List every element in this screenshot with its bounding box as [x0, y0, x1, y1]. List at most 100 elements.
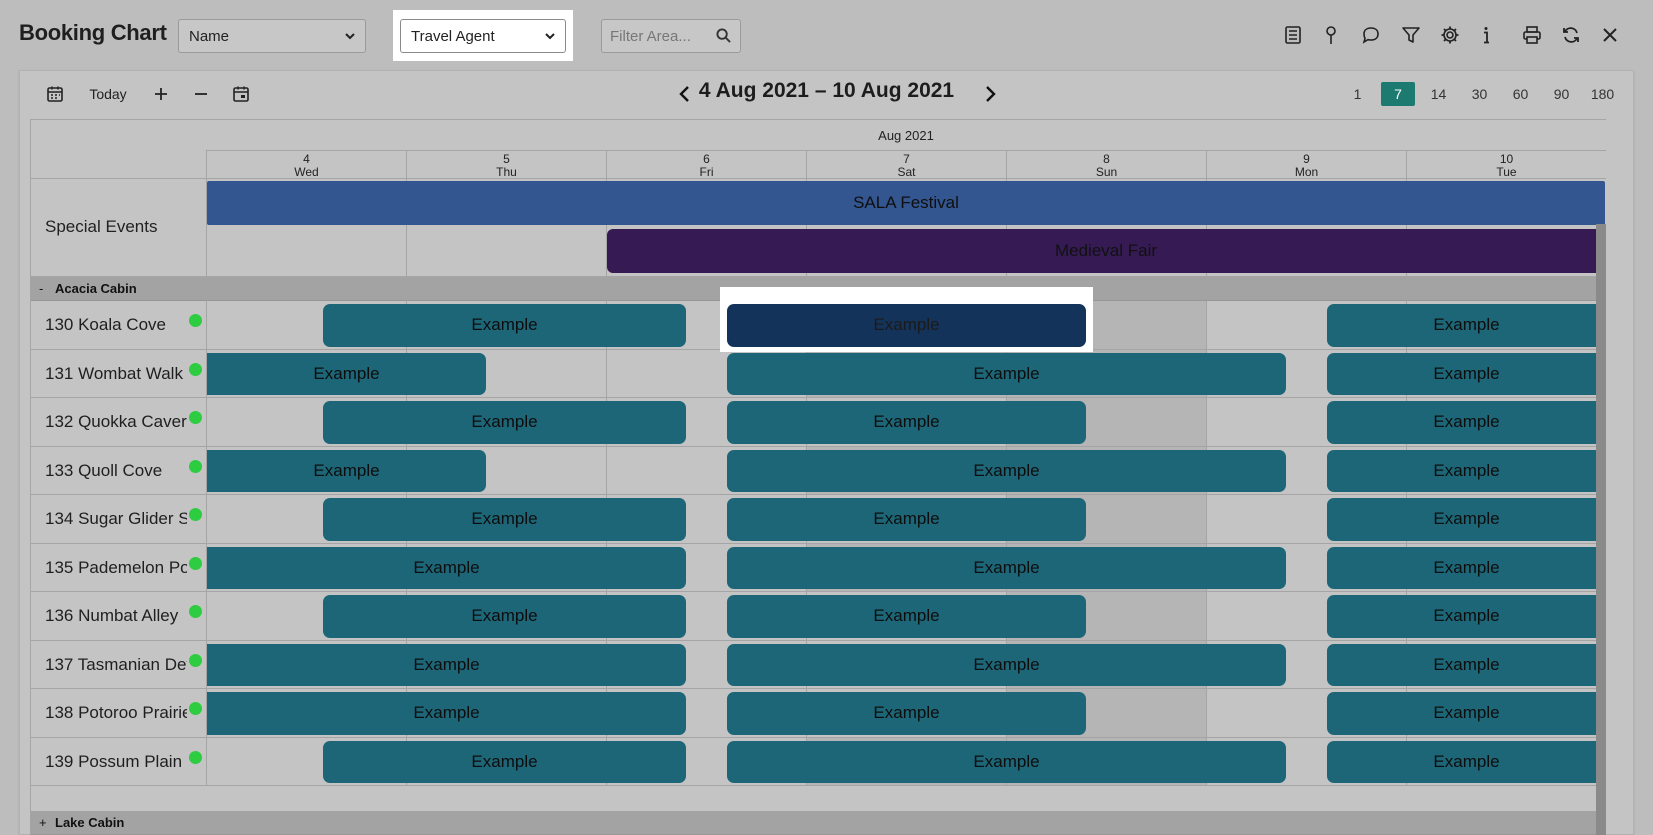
booking-block[interactable]: Example [207, 692, 686, 735]
booking-grid: Aug 2021 4 Wed 5 Thu 6 Fri 7 Sat 8 Sun 9 Mon 1… [30, 119, 1606, 835]
chart-navigation: Today 4 Aug 2021 – 10 Aug 2021 1 7 14 30… [20, 71, 1633, 119]
booking-block[interactable]: Example [1327, 401, 1606, 444]
booking-block[interactable]: Example [1327, 595, 1606, 638]
booking-block[interactable]: Example [1327, 692, 1606, 735]
table-row: 133 Quoll Cove Example Example Example [31, 446, 1606, 495]
days-option-30[interactable]: 30 [1471, 86, 1488, 102]
booking-block[interactable]: Example [727, 595, 1086, 638]
calendar-header: Aug 2021 4 Wed 5 Thu 6 Fri 7 Sat 8 Sun 9 Mon 1… [31, 119, 1606, 180]
group-lake-cabin[interactable]: + Lake Cabin [31, 811, 1606, 835]
days-option-180[interactable]: 180 [1590, 86, 1615, 102]
booking-block[interactable]: Example [727, 498, 1086, 541]
page-title: Booking Chart [19, 20, 167, 45]
list-icon[interactable] [1280, 22, 1306, 48]
room-label[interactable]: 135 Pademelon Point [45, 557, 187, 577]
booking-block[interactable]: Example [207, 643, 686, 686]
vertical-scrollbar[interactable] [1596, 224, 1606, 835]
booking-block[interactable]: Example [727, 692, 1086, 735]
booking-block[interactable]: Example [727, 401, 1086, 444]
search-icon[interactable] [716, 28, 731, 43]
booking-block[interactable]: Example [1327, 643, 1606, 686]
booking-block[interactable]: Example [323, 595, 686, 638]
day-header-tue: 10 Tue [1406, 151, 1606, 180]
filter-icon[interactable] [1398, 22, 1424, 48]
travel-agent-select[interactable]: Travel Agent [400, 19, 566, 53]
booking-chart-panel: Today 4 Aug 2021 – 10 Aug 2021 1 7 14 30… [19, 70, 1634, 835]
booking-block[interactable]: Example [727, 449, 1286, 492]
room-label[interactable]: 131 Wombat Walk [45, 363, 183, 383]
table-row: 137 Tasmanian Devil Example Example Example [31, 640, 1606, 689]
travel-agent-select-value: Travel Agent [411, 28, 495, 45]
minus-icon [195, 93, 207, 95]
booking-block[interactable]: Example [1327, 449, 1606, 492]
booking-block[interactable]: Example [727, 352, 1286, 395]
room-label[interactable]: 133 Quoll Cove [45, 460, 163, 480]
room-label[interactable]: 132 Quokka Cavern [45, 412, 187, 431]
booking-block[interactable]: Example [727, 546, 1286, 589]
days-option-7[interactable]: 7 [1381, 82, 1415, 106]
collapse-toggle[interactable]: - [39, 281, 44, 296]
booking-block[interactable]: Example [1327, 546, 1606, 589]
day-range-selector: 1 7 14 30 60 90 180 [1337, 82, 1623, 106]
booking-block[interactable]: Example [323, 304, 686, 347]
table-row: 134 Sugar Glider Street Example Example Exa… [31, 495, 1606, 544]
today-button[interactable]: Today [89, 86, 127, 102]
table-row: 135 Pademelon Point Example Example Example [31, 543, 1606, 592]
name-select-value: Name [189, 28, 230, 45]
filter-area-input[interactable] [602, 20, 712, 52]
room-label[interactable]: 130 Koala Cove [45, 315, 166, 334]
booking-block[interactable]: Example [727, 643, 1286, 686]
booking-block[interactable]: Example [727, 304, 1086, 347]
days-option-1[interactable]: 1 [1353, 86, 1362, 102]
day-header-fri: 6 Fri [606, 151, 806, 180]
day-header-sun: 8 Sun [1006, 151, 1206, 180]
booking-block[interactable]: Example [727, 740, 1286, 783]
booking-block[interactable]: Example [323, 401, 686, 444]
status-dot [189, 314, 202, 327]
plus-icon [155, 88, 167, 100]
day-header-wed: 4 Wed [206, 151, 406, 180]
day-header-mon: 9 Mon [1206, 151, 1406, 180]
days-option-90[interactable]: 90 [1553, 86, 1570, 102]
booking-block[interactable]: Example [1327, 740, 1606, 783]
print-icon[interactable] [1519, 22, 1545, 48]
chat-icon[interactable] [1358, 22, 1384, 48]
room-label[interactable]: 136 Numbat Alley [45, 606, 179, 625]
pin-icon[interactable] [1318, 22, 1344, 48]
room-label[interactable]: 139 Possum Plain [45, 751, 183, 771]
booking-block[interactable]: Example [207, 449, 486, 492]
booking-block[interactable]: Example [1327, 304, 1606, 347]
booking-block[interactable]: Example [1327, 498, 1606, 541]
room-label[interactable]: 138 Potoroo Prairie [45, 703, 187, 722]
name-select[interactable]: Name [178, 19, 366, 53]
booking-block[interactable]: Example [207, 352, 486, 395]
zoom-out-button[interactable] [188, 81, 214, 107]
close-icon[interactable] [1597, 22, 1623, 48]
event-sala-festival[interactable]: SALA Festival [207, 181, 1605, 225]
room-label[interactable]: 137 Tasmanian Devil [45, 654, 187, 674]
booking-block[interactable]: Example [323, 498, 686, 541]
info-icon[interactable] [1473, 22, 1499, 48]
group-label: Lake Cabin [55, 815, 125, 830]
special-events-row: Special Events SALA Festival Medieval Fa… [31, 179, 1606, 277]
table-row: 132 Quokka Cavern Example Example Example [31, 398, 1606, 447]
booking-block[interactable]: Example [1327, 352, 1606, 395]
booking-block[interactable]: Example [207, 546, 686, 589]
zoom-in-button[interactable] [148, 81, 174, 107]
group-label: Acacia Cabin [55, 281, 137, 296]
expand-toggle[interactable]: + [39, 815, 47, 830]
days-option-60[interactable]: 60 [1512, 86, 1529, 102]
date-picker-icon[interactable] [228, 81, 254, 107]
event-medieval-fair[interactable]: Medieval Fair [607, 229, 1605, 273]
refresh-icon[interactable] [1558, 22, 1584, 48]
month-label: Aug 2021 [878, 128, 934, 143]
room-label[interactable]: 134 Sugar Glider Street [45, 509, 187, 528]
next-week-icon[interactable] [979, 83, 1001, 105]
booking-block[interactable]: Example [323, 740, 686, 783]
table-row: 131 Wombat Walk Example Example Example [31, 349, 1606, 398]
calendar-icon[interactable] [42, 81, 68, 107]
days-option-14[interactable]: 14 [1430, 86, 1447, 102]
chevron-down-icon [345, 33, 355, 40]
previous-week-icon[interactable] [674, 83, 696, 105]
gear-icon[interactable] [1437, 22, 1463, 48]
